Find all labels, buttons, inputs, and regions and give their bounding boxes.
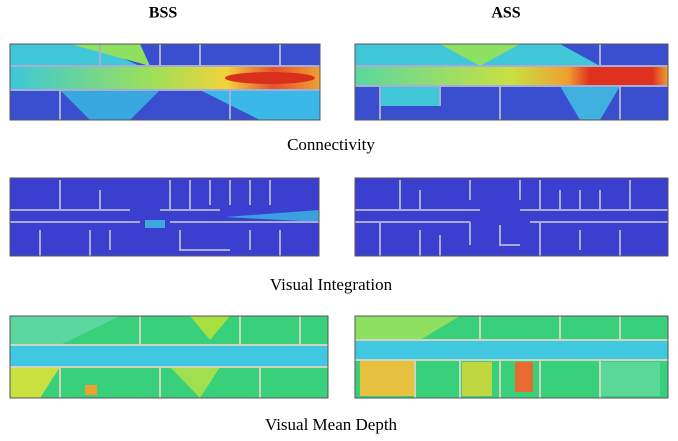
walls <box>355 180 668 256</box>
integration-ass <box>354 177 669 257</box>
connectivity-ass <box>354 43 669 121</box>
row-caption: Connectivity <box>287 135 375 154</box>
heat-corridor <box>355 340 668 360</box>
heat-region <box>600 362 660 396</box>
heat-region <box>60 90 160 120</box>
heat-region <box>10 44 140 66</box>
plan-background <box>355 178 668 256</box>
frame <box>9 315 329 399</box>
heat-region <box>145 220 165 228</box>
heat-region <box>225 210 319 222</box>
row-caption: Visual Integration <box>270 275 393 294</box>
walls <box>355 44 668 120</box>
heat-region <box>462 362 492 396</box>
heat-region <box>190 316 230 340</box>
heat-region <box>515 362 533 392</box>
heat-region <box>560 86 620 120</box>
walls <box>10 180 319 256</box>
frame <box>9 177 320 257</box>
frame <box>354 177 669 257</box>
heat-corridor <box>10 345 328 367</box>
frame <box>354 315 669 399</box>
connectivity-bss <box>9 43 321 121</box>
column-header: ASS <box>491 5 520 22</box>
column-header: BSS <box>149 5 178 22</box>
heat-region <box>70 44 150 66</box>
heat-region <box>440 44 520 66</box>
heat-region <box>380 86 440 106</box>
heat-region <box>85 385 97 395</box>
walls <box>10 316 328 398</box>
heat-peak <box>225 72 315 84</box>
heat-region <box>170 367 220 398</box>
walls <box>355 316 668 398</box>
heat-region <box>10 316 120 345</box>
mean-depth-ass <box>354 315 669 399</box>
heat-region <box>10 367 60 398</box>
row-caption: Visual Mean Depth <box>265 415 398 434</box>
heat-region <box>360 360 415 396</box>
frame <box>354 43 669 121</box>
heat-region <box>355 316 460 340</box>
heat-corridor <box>355 66 668 86</box>
integration-bss <box>9 177 320 257</box>
mean-depth-bss <box>9 315 329 399</box>
walls <box>10 44 320 120</box>
frame <box>9 43 321 121</box>
